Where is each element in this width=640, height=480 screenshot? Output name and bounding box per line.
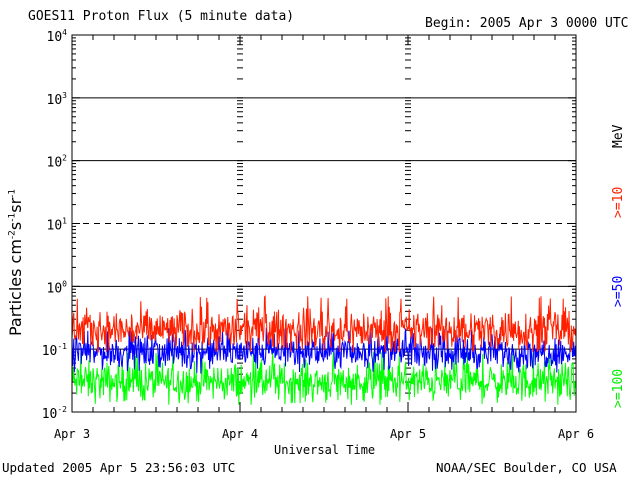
series-line->=50 — [71, 327, 577, 374]
y-tick-base: 10 — [47, 30, 63, 45]
y-tick-base: 10 — [47, 156, 63, 171]
legend-series-100: >=100 — [611, 368, 626, 408]
y-tick-exponent: -2 — [57, 405, 67, 414]
begin-label: Begin: 2005 Apr 3 0000 UTC — [425, 16, 629, 31]
y-tick-base: 10 — [47, 281, 63, 296]
updated-timestamp: Updated 2005 Apr 5 23:56:03 UTC — [2, 460, 236, 475]
y-tick-base: 10 — [42, 344, 58, 359]
x-tick-labels: Apr 3 Apr 4 Apr 5 Apr 6 — [54, 427, 594, 441]
x-tick-label: Apr 5 — [390, 427, 426, 441]
y-unit-sr: sr — [6, 197, 25, 213]
credit-text: NOAA/SEC Boulder, CO USA — [436, 460, 617, 475]
y-axis-label-text: Particles cm — [6, 239, 25, 336]
y-exp-sr: -1 — [7, 188, 18, 198]
x-tick-label: Apr 3 — [54, 427, 90, 441]
series-line->=10 — [71, 294, 577, 353]
legend-unit: MeV — [611, 124, 626, 148]
y-tick-base: 10 — [42, 407, 58, 422]
y-tick-label: 10-1 — [42, 342, 67, 359]
y-axis-label: Particles cm-2s-1sr-1 — [6, 189, 25, 336]
y-tick-label: 103 — [47, 91, 68, 108]
y-tick-exponent: 0 — [62, 279, 67, 288]
y-tick-exponent: 3 — [62, 91, 67, 100]
x-tick-label: Apr 4 — [222, 427, 258, 441]
legend-series-50: >=50 — [611, 275, 626, 307]
x-tick-label: Apr 6 — [558, 427, 594, 441]
y-tick-exponent: -1 — [57, 342, 67, 351]
legend-series-10: >=10 — [611, 186, 626, 218]
y-tick-label: 10-2 — [42, 405, 67, 422]
y-tick-label: 101 — [47, 217, 68, 234]
y-unit-s: s — [6, 221, 25, 231]
y-tick-label: 102 — [47, 154, 68, 171]
y-tick-label: 100 — [47, 279, 68, 296]
y-tick-base: 10 — [47, 93, 63, 108]
y-exp-s: -1 — [7, 212, 18, 222]
chart-title: GOES11 Proton Flux (5 minute data) — [28, 9, 295, 24]
y-tick-exponent: 2 — [62, 154, 67, 163]
plot-frame — [71, 34, 577, 413]
series-line->=100 — [71, 352, 577, 405]
y-tick-exponent: 1 — [62, 217, 67, 226]
y-tick-exponent: 4 — [62, 28, 67, 37]
chart-series — [71, 294, 577, 405]
y-exp-cm: -2 — [7, 230, 18, 240]
y-tick-base: 10 — [47, 219, 63, 234]
y-tick-label: 104 — [47, 28, 68, 45]
x-axis-label: Universal Time — [274, 443, 376, 457]
